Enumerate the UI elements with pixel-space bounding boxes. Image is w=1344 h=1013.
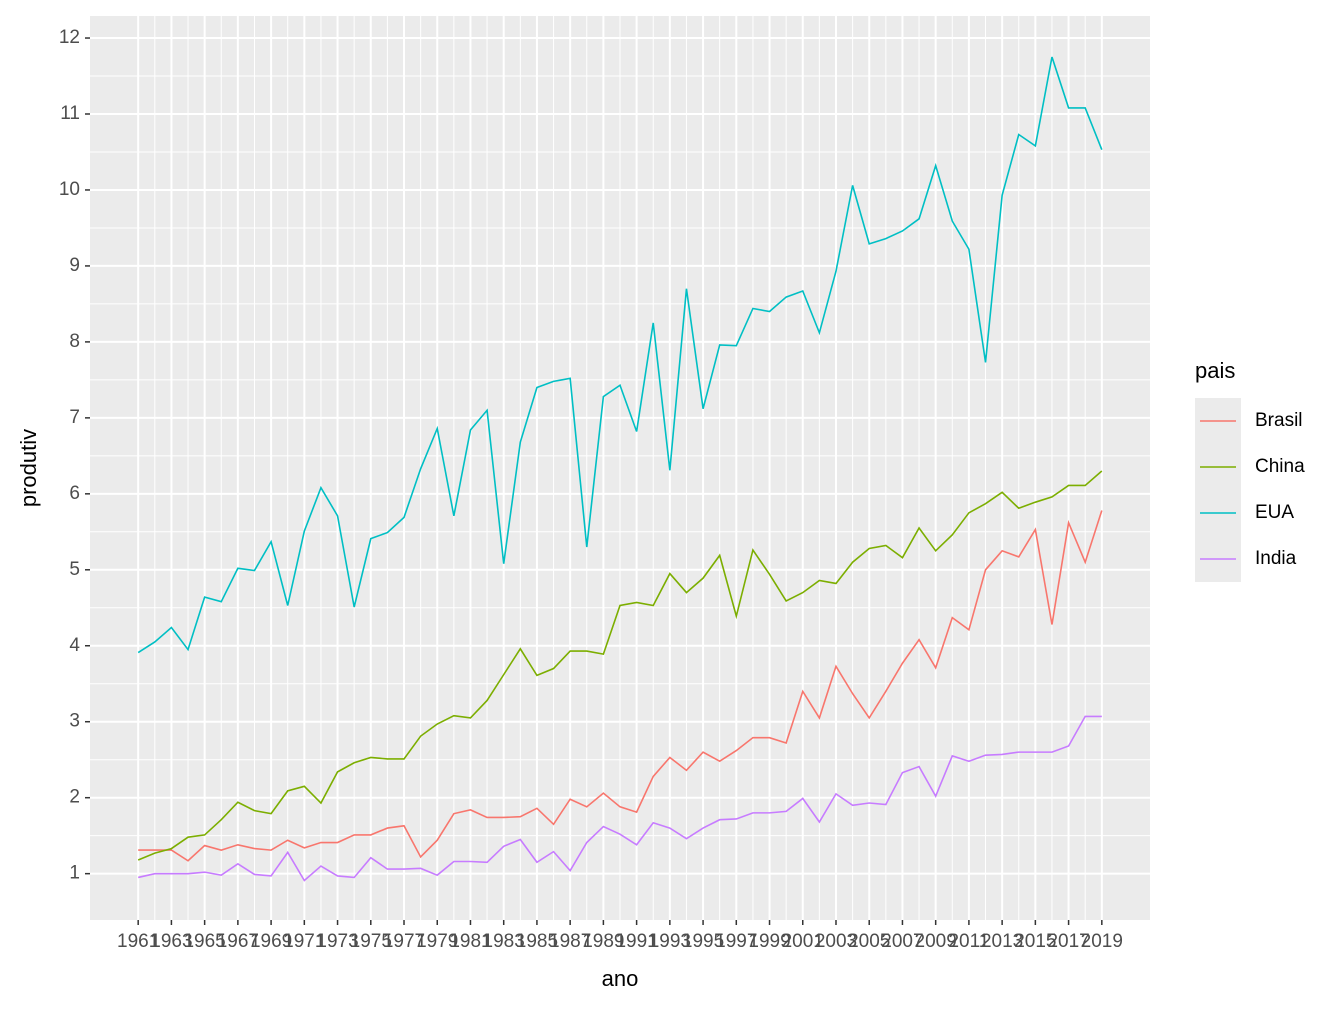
x-tick-label: 1977 [383,931,425,952]
legend-title: pais [1195,358,1235,383]
x-tick-label: 2005 [848,931,890,952]
series-line [137,470,1103,861]
y-tick-label: 4 [69,635,80,656]
y-tick-label: 8 [69,331,80,352]
y-tick-label: 6 [69,483,80,504]
x-tick-label: 1979 [416,931,458,952]
y-tick-label: 7 [69,407,80,428]
y-tick-label: 5 [69,559,80,580]
x-tick-label: 1975 [350,931,392,952]
x-tick-label: 1987 [549,931,591,952]
x-tick-label: 1989 [582,931,624,952]
x-tick-label: 1961 [117,931,159,952]
series-line [137,56,1103,654]
x-tick-label: 2019 [1081,931,1123,952]
legend-label: India [1255,548,1297,569]
series-line [138,715,1102,882]
x-tick-label: 1985 [516,931,558,952]
x-tick-label: 1997 [715,931,757,952]
x-tick-label: 1981 [449,931,491,952]
y-tick-label: 10 [59,179,80,200]
legend-label: Brasil [1255,410,1303,431]
y-tick-label: 2 [69,787,80,808]
x-tick-label: 1967 [217,931,259,952]
x-tick-label: 1971 [283,931,325,952]
x-tick-label: 1965 [183,931,225,952]
x-tick-label: 1999 [748,931,790,952]
x-tick-label: 2011 [948,931,989,952]
x-tick-label: 2015 [1014,931,1056,952]
y-tick-label: 9 [69,255,80,276]
x-tick-label: 1991 [615,931,657,952]
y-tick-label: 11 [60,103,80,124]
x-tick-label: 2003 [815,931,857,952]
y-tick-label: 1 [69,863,80,884]
x-tick-label: 1969 [250,931,292,952]
x-tick-label: 2007 [881,931,923,952]
x-tick-label: 2009 [915,931,957,952]
legend-label: China [1255,456,1305,477]
x-tick-label: 1993 [649,931,691,952]
y-tick-label: 12 [59,27,80,48]
y-tick-label: 3 [69,711,80,732]
legend-label: EUA [1255,502,1294,523]
x-tick-label: 2013 [981,931,1023,952]
x-tick-label: 2001 [782,931,824,952]
x-tick-label: 1983 [483,931,525,952]
series-line [138,510,1103,862]
x-tick-label: 1963 [150,931,192,952]
x-axis-title: ano [602,966,639,991]
x-tick-label: 1973 [316,931,358,952]
y-axis-title: produtiv [16,429,41,507]
x-tick-label: 2017 [1047,931,1089,952]
x-tick-label: 1995 [682,931,724,952]
